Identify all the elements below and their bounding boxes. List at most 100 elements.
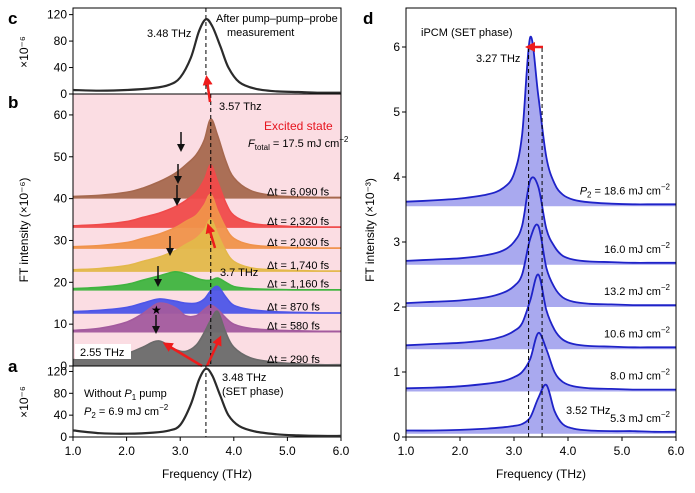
fluence-exponent: −2 bbox=[661, 368, 671, 377]
note2-exponent: −2 bbox=[159, 403, 169, 412]
panel-a-peak-label-1: 3.48 THz bbox=[222, 372, 266, 384]
panel-d-xtick-label: 5.0 bbox=[614, 444, 631, 458]
panel-d-ylabel: FT intensity (×10⁻³) bbox=[363, 178, 377, 282]
panel-b-yticks: 0 10 20 30 40 50 60 bbox=[54, 108, 73, 373]
note1-prefix: Without bbox=[84, 388, 124, 400]
panel-b-area-1740 bbox=[73, 219, 341, 272]
fluence-exponent: −2 bbox=[661, 410, 671, 419]
note2-symbol: P bbox=[84, 406, 92, 418]
panel-a-xtick-label: 5.0 bbox=[279, 444, 296, 458]
panel-d-frame bbox=[405, 7, 677, 438]
panel-d-area bbox=[406, 274, 676, 350]
panel-b-line-580 bbox=[72, 302, 341, 333]
panel-c-yticks: 0 40 80 120 bbox=[47, 8, 73, 101]
panel-d-line bbox=[405, 383, 677, 433]
panel-d-line bbox=[405, 176, 676, 264]
excited-state-label: Excited state bbox=[264, 119, 333, 133]
panel-b-ytick-label: 20 bbox=[54, 275, 68, 289]
panel-b-ytick-label: 0 bbox=[60, 359, 67, 373]
panel-b-ytick-label: 60 bbox=[54, 108, 68, 122]
panel-d-area bbox=[406, 332, 676, 392]
panel-d-series-label: 13.2 mJ cm−2 bbox=[604, 283, 671, 298]
star-marker: ★ bbox=[151, 303, 162, 317]
panel-d-ytick-label: 0 bbox=[393, 430, 400, 444]
panel-b-series-labels: Δt = 6,090 fs Δt = 2,320 fs Δt = 2,030 fs Δ… bbox=[267, 187, 330, 366]
panel-a-note-line1: Without P1 pump bbox=[84, 388, 167, 402]
fluence-value: 5.3 mJ cm bbox=[610, 413, 661, 425]
panel-d-ytick-label: 6 bbox=[393, 40, 400, 54]
red-arrow-left bbox=[162, 342, 203, 368]
panel-b-ytick-label: 40 bbox=[54, 192, 68, 206]
panel-d-area bbox=[406, 224, 676, 307]
panel-d-series-label: P2 = 18.6 mJ cm−2 bbox=[580, 182, 671, 199]
fluence-symbol: F bbox=[248, 138, 256, 150]
panel-b-series-label: Δt = 870 fs bbox=[267, 302, 320, 314]
fluence-value: = 17.5 mJ cm bbox=[270, 138, 339, 150]
panel-d-xlabel: Frequency (THz) bbox=[496, 467, 586, 481]
panel-d-series bbox=[405, 36, 677, 434]
panel-b: FT intensity (×10⁻⁶) 0 10 20 30 40 50 60 Δt = … bbox=[17, 75, 349, 373]
label-255-thz: 2.55 THz bbox=[80, 347, 124, 359]
panel-a-yticks: 0 40 80 120 bbox=[47, 364, 73, 444]
panel-label-a: a bbox=[8, 357, 18, 376]
panel-d-series-label: 10.6 mJ cm−2 bbox=[604, 325, 671, 340]
panel-d-series-labels: P2 = 18.6 mJ cm−216.0 mJ cm−213.2 mJ cm−… bbox=[580, 182, 671, 425]
panel-b-ylabel: FT intensity (×10⁻⁶) bbox=[17, 178, 31, 283]
panel-c: ×10⁻⁶ 0 40 80 120 3.48 THz After pump–pump–… bbox=[17, 7, 342, 101]
panel-d-ytick-label: 1 bbox=[393, 365, 400, 379]
panel-b-series bbox=[72, 118, 342, 366]
panel-label-d: d bbox=[363, 9, 373, 28]
p2-subscript: 2 bbox=[587, 190, 592, 199]
panel-d-xtick-label: 6.0 bbox=[668, 444, 685, 458]
panel-c-annotation-line1: After pump–pump–probe bbox=[216, 13, 338, 25]
red-arrow-mid bbox=[205, 223, 217, 249]
panel-a-xlabel: Frequency (THz) bbox=[162, 467, 252, 481]
panel-b-line-2320 bbox=[72, 164, 341, 228]
note2-subscript: 2 bbox=[91, 411, 96, 420]
fluence-value: 16.0 mJ cm bbox=[604, 244, 661, 256]
panel-c-annotation-line2: measurement bbox=[227, 27, 294, 39]
fluence-exponent: −2 bbox=[339, 135, 349, 144]
panel-d-series-label: 16.0 mJ cm−2 bbox=[604, 241, 671, 256]
panel-c-ylabel: ×10⁻⁶ bbox=[17, 36, 31, 68]
fluence-subscript: total bbox=[255, 143, 270, 152]
panel-b-area-6090 bbox=[73, 119, 341, 199]
panel-a-xtick-label: 2.0 bbox=[118, 444, 135, 458]
note1-symbol: P bbox=[124, 388, 132, 400]
panel-a-note-line2: P2 = 6.9 mJ cm−2 bbox=[84, 403, 169, 420]
panel-c-ytick-label: 120 bbox=[47, 8, 67, 22]
panel-b-line-6090 bbox=[72, 118, 341, 199]
panel-d-series-label: 8.0 mJ cm−2 bbox=[610, 368, 670, 383]
label-352-thz: 3.52 THz bbox=[566, 405, 610, 417]
panel-a-ytick-label: 80 bbox=[54, 386, 68, 400]
panel-d-ytick-label: 3 bbox=[393, 235, 400, 249]
panel-a-ylabel: ×10⁻⁶ bbox=[17, 386, 31, 418]
panel-b-series-label: Δt = 1,160 fs bbox=[267, 279, 330, 291]
panel-d-ytick-label: 2 bbox=[393, 300, 400, 314]
panel-a: ×10⁻⁶ 0 40 80 120 3.48 THz (SET phase) With… bbox=[17, 364, 350, 481]
panel-a-ytick-label: 120 bbox=[47, 364, 67, 378]
panel-b-series-label: Δt = 1,740 fs bbox=[267, 260, 330, 272]
panel-d-xtick-label: 2.0 bbox=[452, 444, 469, 458]
panel-b-series-label: Δt = 6,090 fs bbox=[267, 187, 330, 199]
panel-d-ytick-label: 4 bbox=[393, 170, 400, 184]
p2-exponent: −2 bbox=[661, 182, 671, 191]
panel-a-ytick-label: 0 bbox=[60, 430, 67, 444]
panel-d-ytick-label: 5 bbox=[393, 105, 400, 119]
panel-b-area-580 bbox=[73, 303, 341, 333]
fluence-value: 8.0 mJ cm bbox=[610, 371, 661, 383]
label-357-thz: 3.57 Thz bbox=[219, 101, 262, 113]
panel-a-xtick-label: 6.0 bbox=[333, 444, 350, 458]
note1-suffix: pump bbox=[136, 388, 167, 400]
p2-symbol: P bbox=[580, 185, 588, 197]
panel-b-series-label: Δt = 290 fs bbox=[267, 354, 320, 366]
panel-a-frame bbox=[72, 365, 342, 438]
panel-b-series-label: Δt = 580 fs bbox=[267, 321, 320, 333]
fluence-label: Ftotal = 17.5 mJ cm−2 bbox=[248, 135, 349, 152]
fluence-value: 13.2 mJ cm bbox=[604, 286, 661, 298]
panel-b-ytick-label: 10 bbox=[54, 317, 68, 331]
red-arrow-top bbox=[202, 75, 213, 103]
fluence-exponent: −2 bbox=[661, 325, 671, 334]
red-arrow-right bbox=[205, 335, 222, 367]
